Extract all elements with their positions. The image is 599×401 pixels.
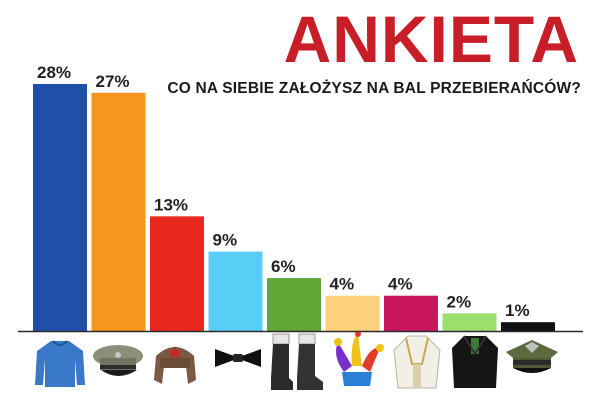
- ushanka-hat-icon: [154, 346, 196, 384]
- bow-tie-icon: [215, 349, 261, 367]
- judge-robe-icon: [452, 335, 498, 388]
- bar-value-label: 9%: [213, 231, 238, 250]
- jester-hat-icon: [334, 332, 384, 386]
- bar-bow-tie: [208, 251, 263, 331]
- bar-value-label: 6%: [271, 257, 296, 276]
- bar-sweater: [33, 84, 87, 331]
- boots-icon: [271, 333, 323, 390]
- bar-value-label: 13%: [154, 195, 188, 214]
- officer-cap-icon: [506, 340, 558, 373]
- sweater-icon: [35, 340, 85, 387]
- chasuble-icon: [393, 335, 441, 389]
- bar-value-label: 28%: [37, 63, 71, 82]
- bar-jester-hat: [325, 295, 380, 331]
- bar-chasuble: [384, 295, 438, 331]
- bar-officer-cap: [501, 322, 555, 331]
- bar-value-label: 27%: [96, 72, 130, 91]
- bar-boots: [267, 278, 321, 331]
- chart-subtitle: CO NA SIEBIE ZAŁOŻYSZ NA BAL PRZEBIERAŃC…: [167, 80, 581, 97]
- bar-ushanka-hat: [150, 216, 204, 331]
- chart-title: ANKIETA: [283, 2, 579, 76]
- military-cap-icon: [93, 345, 143, 376]
- bar-value-label: 4%: [330, 275, 355, 294]
- bar-judge-robe: [442, 313, 497, 331]
- bar-military-cap: [91, 92, 146, 331]
- bar-value-label: 2%: [447, 292, 472, 311]
- bar-value-label: 4%: [388, 275, 413, 294]
- bar-value-label: 1%: [505, 301, 530, 320]
